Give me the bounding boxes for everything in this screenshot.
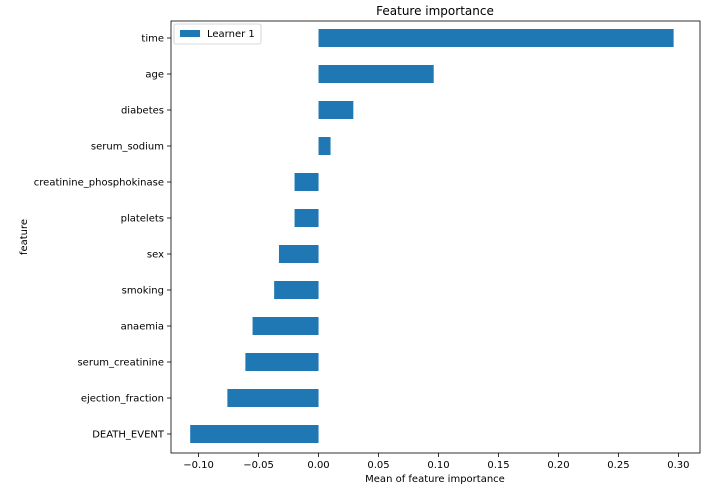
x-tick-label: 0.20	[547, 460, 569, 471]
y-tick-label: anaemia	[121, 322, 164, 333]
bar-serum_sodium	[318, 137, 331, 155]
bar-age	[318, 65, 434, 83]
y-axis: time age diabetes serum_sodium creatinine_ph…	[34, 34, 171, 441]
y-tick-label: ejection_fraction	[81, 394, 164, 405]
y-tick-label: serum_creatinine	[77, 358, 164, 369]
x-tick-label: 0.10	[427, 460, 449, 471]
bar-anaemia	[252, 317, 319, 335]
bar-time	[318, 29, 674, 47]
y-tick-label: diabetes	[121, 106, 164, 117]
bar-sex	[278, 245, 319, 263]
y-tick-label: time	[141, 34, 164, 45]
bar-platelets	[294, 209, 319, 227]
x-tick-label: 0.05	[367, 460, 389, 471]
legend: Learner 1	[173, 23, 262, 45]
bar-creatinine_phosphokinase	[294, 173, 319, 191]
y-tick-label: DEATH_EVENT	[92, 430, 165, 441]
chart-title: Feature importance	[376, 4, 494, 18]
bar-diabetes	[318, 101, 354, 119]
x-axis: −0.10 −0.05 0.00 0.05 0.10 0.15 0.20 0.25 0.30	[183, 453, 690, 471]
x-tick-label: 0.30	[667, 460, 689, 471]
plot-frame	[170, 20, 701, 454]
x-axis-title: Mean of feature importance	[365, 474, 505, 485]
legend-box	[173, 23, 262, 45]
x-tick-label: 0.00	[307, 460, 329, 471]
y-tick-label: creatinine_phosphokinase	[34, 178, 164, 189]
y-axis-title: feature	[19, 219, 30, 255]
bar-smoking	[274, 281, 319, 299]
y-tick-label: platelets	[121, 214, 164, 225]
bar-DEATH_EVENT	[190, 425, 319, 443]
y-tick-label: sex	[147, 250, 164, 261]
bar-serum_creatinine	[245, 353, 319, 371]
y-tick-label: smoking	[122, 286, 164, 297]
x-tick-label: 0.15	[487, 460, 509, 471]
bars-layer	[190, 29, 674, 443]
x-tick-label: 0.25	[607, 460, 629, 471]
x-tick-label: −0.05	[243, 460, 274, 471]
x-tick-label: −0.10	[183, 460, 214, 471]
y-tick-label: age	[145, 70, 164, 81]
y-tick-label: serum_sodium	[91, 142, 164, 153]
legend-swatch	[180, 30, 200, 37]
bar-ejection_fraction	[227, 389, 319, 407]
legend-label: Learner 1	[207, 29, 255, 40]
